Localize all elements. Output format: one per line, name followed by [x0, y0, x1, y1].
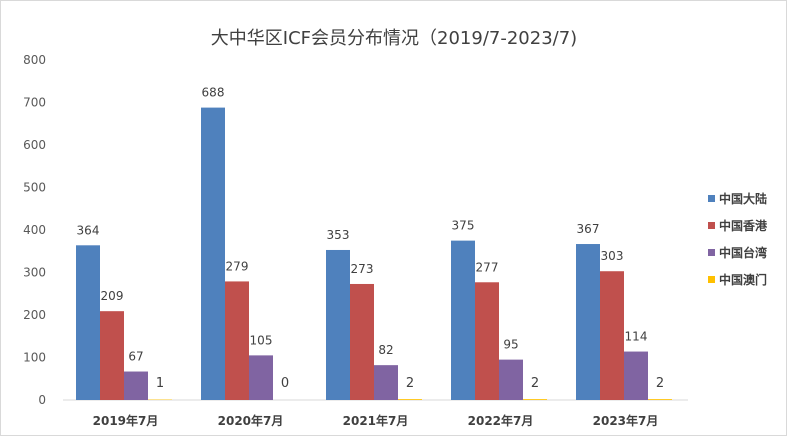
bar: [326, 250, 350, 400]
data-label: 353: [327, 228, 350, 242]
bar: [523, 399, 547, 400]
data-label: 114: [625, 330, 648, 344]
data-label: 1: [156, 376, 164, 391]
data-label: 95: [503, 338, 518, 352]
data-label: 688: [202, 86, 225, 100]
data-label: 82: [378, 343, 393, 357]
y-tick-label: 700: [23, 96, 46, 110]
legend-label: 中国澳门: [719, 272, 767, 287]
bar: [398, 399, 422, 400]
x-tick-label: 2022年7月: [468, 413, 534, 428]
y-tick-label: 800: [23, 53, 46, 67]
bar: [201, 108, 225, 400]
data-label: 2: [656, 376, 664, 391]
bar: [76, 245, 100, 400]
y-tick-label: 200: [23, 308, 46, 322]
data-label: 277: [476, 260, 499, 274]
data-label: 375: [452, 219, 475, 233]
bar: [225, 281, 249, 400]
legend-swatch: [708, 195, 715, 202]
bar: [648, 399, 672, 400]
y-tick-label: 600: [23, 138, 46, 152]
bar: [600, 271, 624, 400]
data-label: 303: [601, 249, 624, 263]
data-label: 279: [226, 259, 249, 273]
bar: [100, 311, 124, 400]
bar: [624, 352, 648, 400]
data-label: 367: [577, 222, 600, 236]
data-label: 67: [128, 350, 143, 364]
legend-swatch: [708, 222, 715, 229]
x-tick-label: 2021年7月: [343, 413, 409, 428]
bar: [451, 241, 475, 400]
bar: [499, 360, 523, 400]
legend-label: 中国台湾: [719, 245, 767, 260]
data-label: 105: [250, 333, 273, 347]
x-tick-label: 2020年7月: [218, 413, 284, 428]
legend-swatch: [708, 249, 715, 256]
data-label: 364: [77, 223, 100, 237]
bar: [124, 372, 148, 400]
y-axis: 0 100 200 300 400 500 600 700 800: [23, 53, 46, 407]
bar: [374, 365, 398, 400]
data-label: 273: [351, 262, 374, 276]
y-tick-label: 0: [38, 393, 46, 407]
y-tick-label: 400: [23, 223, 46, 237]
bar: [350, 284, 374, 400]
x-tick-label: 2023年7月: [593, 413, 659, 428]
x-axis: 2019年7月 2020年7月 2021年7月 2022年7月 2023年7月: [63, 400, 688, 428]
legend-label: 中国大陆: [719, 191, 767, 206]
data-label: 209: [101, 289, 124, 303]
legend-swatch: [708, 276, 715, 283]
bar: [249, 355, 273, 400]
data-label: 2: [531, 376, 539, 391]
bars: [76, 108, 672, 400]
legend-label: 中国香港: [719, 218, 768, 233]
y-tick-label: 300: [23, 266, 46, 280]
chart-title: 大中华区ICF会员分布情况（2019/7-2023/7): [211, 28, 577, 49]
bar: [475, 282, 499, 400]
x-tick-label: 2019年7月: [93, 413, 159, 428]
y-tick-label: 500: [23, 181, 46, 195]
data-label: 2: [406, 376, 414, 391]
y-tick-label: 100: [23, 351, 46, 365]
data-label: 0: [281, 376, 289, 391]
bar: [576, 244, 600, 400]
